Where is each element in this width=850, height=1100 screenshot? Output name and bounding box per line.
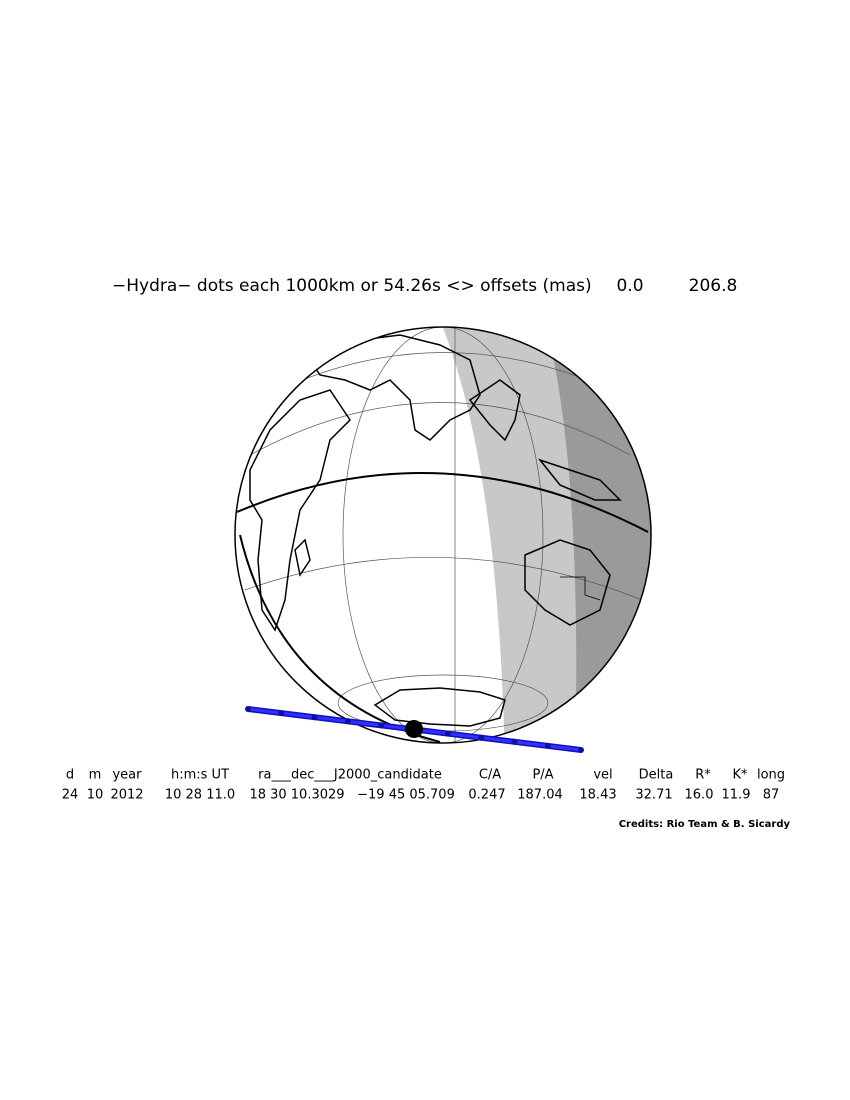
- credits: Credits: Rio Team & B. Sicardy: [619, 819, 791, 830]
- coastlines: [249, 334, 622, 727]
- column-header: year: [112, 768, 142, 783]
- column-header: C/A: [479, 768, 501, 783]
- globe-outline: [234, 326, 652, 744]
- path-dot: [344, 718, 351, 725]
- cell-value: 24: [62, 788, 79, 803]
- cell-value: 11.9: [722, 788, 751, 803]
- cell-value: 87: [763, 788, 780, 803]
- equator: [236, 472, 649, 533]
- column-header: m: [89, 768, 102, 783]
- path-dot: [378, 722, 385, 729]
- cell-value: 10 28 11.0: [165, 788, 235, 803]
- column-header: long: [757, 768, 785, 783]
- occultation-path: [245, 706, 584, 753]
- path-dot: [478, 734, 485, 741]
- column-header: h:m:s UT: [171, 768, 229, 783]
- closest-approach: [405, 720, 423, 738]
- column-header: ra___dec___J2000_candidate: [258, 768, 442, 783]
- path-dot: [444, 730, 451, 737]
- column-header: Delta: [639, 768, 674, 783]
- night-zone: [545, 327, 651, 743]
- cell-value: 2012: [110, 788, 143, 803]
- path-dot: [245, 706, 251, 712]
- cell-value: −19 45 05.709: [357, 788, 455, 803]
- path-dot: [278, 710, 285, 717]
- path-dot: [578, 747, 584, 753]
- column-header: vel: [593, 768, 612, 783]
- cell-value: 32.71: [635, 788, 672, 803]
- cell-value: 16.0: [685, 788, 714, 803]
- cell-value: 18.43: [579, 788, 616, 803]
- cell-value: 187.04: [517, 788, 563, 803]
- cell-value: 0.247: [468, 788, 505, 803]
- map-title: −Hydra− dots each 1000km or 54.26s <> of…: [112, 276, 592, 296]
- column-header: d: [66, 768, 74, 783]
- path-dot: [544, 742, 551, 749]
- cell-value: 18 30 10.3029: [249, 788, 344, 803]
- globe: [234, 326, 652, 744]
- path-dot: [311, 714, 318, 721]
- offset-value: 0.0: [616, 276, 643, 296]
- column-header: P/A: [532, 768, 553, 783]
- column-header: K*: [732, 768, 748, 783]
- offset-value: 206.8: [689, 276, 738, 296]
- cell-value: 10: [87, 788, 104, 803]
- path-dot: [511, 738, 518, 745]
- column-header: R*: [695, 768, 711, 783]
